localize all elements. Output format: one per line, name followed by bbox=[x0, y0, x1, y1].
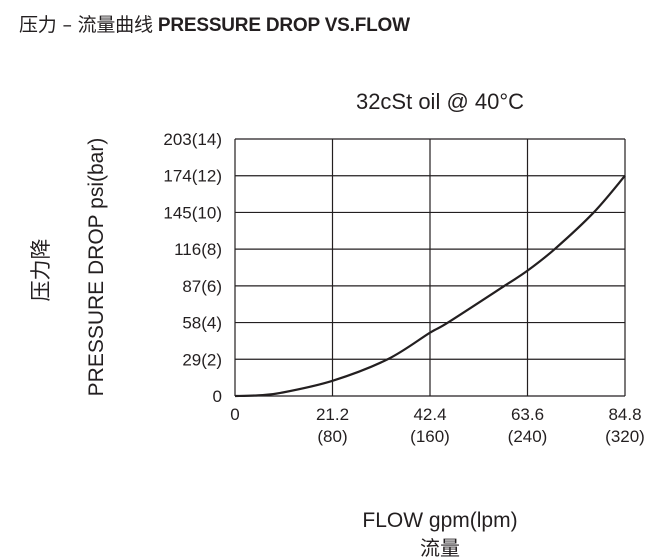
x-tick-label: 42.4 bbox=[413, 405, 446, 424]
x-tick-sublabel: (320) bbox=[605, 427, 645, 446]
y-axis-label-cn: 压力降 bbox=[29, 239, 53, 302]
y-tick-label: 58(4) bbox=[182, 314, 222, 333]
y-tick-label: 145(10) bbox=[163, 203, 222, 222]
chart-title: 32cSt oil @ 40°C bbox=[356, 89, 524, 114]
x-tick-label: 21.2 bbox=[316, 405, 349, 424]
y-tick-label: 116(8) bbox=[174, 240, 222, 259]
page-title-cn: 压力 – 流量曲线 bbox=[19, 14, 153, 36]
y-tick-label: 0 bbox=[213, 387, 222, 406]
y-tick-label: 174(12) bbox=[163, 167, 222, 186]
x-tick-label: 84.8 bbox=[608, 405, 641, 424]
x-tick-sublabel: (240) bbox=[508, 427, 548, 446]
x-tick-label: 0 bbox=[230, 405, 239, 424]
y-tick-label: 29(2) bbox=[182, 350, 222, 369]
x-tick-sublabel: (160) bbox=[410, 427, 450, 446]
x-axis-label: FLOW gpm(lpm) bbox=[362, 509, 517, 532]
y-tick-label: 203(14) bbox=[163, 130, 222, 149]
page-title-en: PRESSURE DROP VS.FLOW bbox=[157, 15, 410, 36]
x-tick-sublabel: (80) bbox=[317, 427, 347, 446]
pressure-drop-curve bbox=[234, 175, 626, 398]
x-tick-label: 63.6 bbox=[511, 405, 544, 424]
page-title: 压力 – 流量曲线 PRESSURE DROP VS.FLOW bbox=[19, 10, 410, 37]
x-axis-label-cn: 流量 bbox=[420, 536, 460, 560]
y-tick-label: 87(6) bbox=[182, 277, 222, 296]
y-axis-label: PRESSURE DROP psi(bar) bbox=[85, 138, 108, 397]
